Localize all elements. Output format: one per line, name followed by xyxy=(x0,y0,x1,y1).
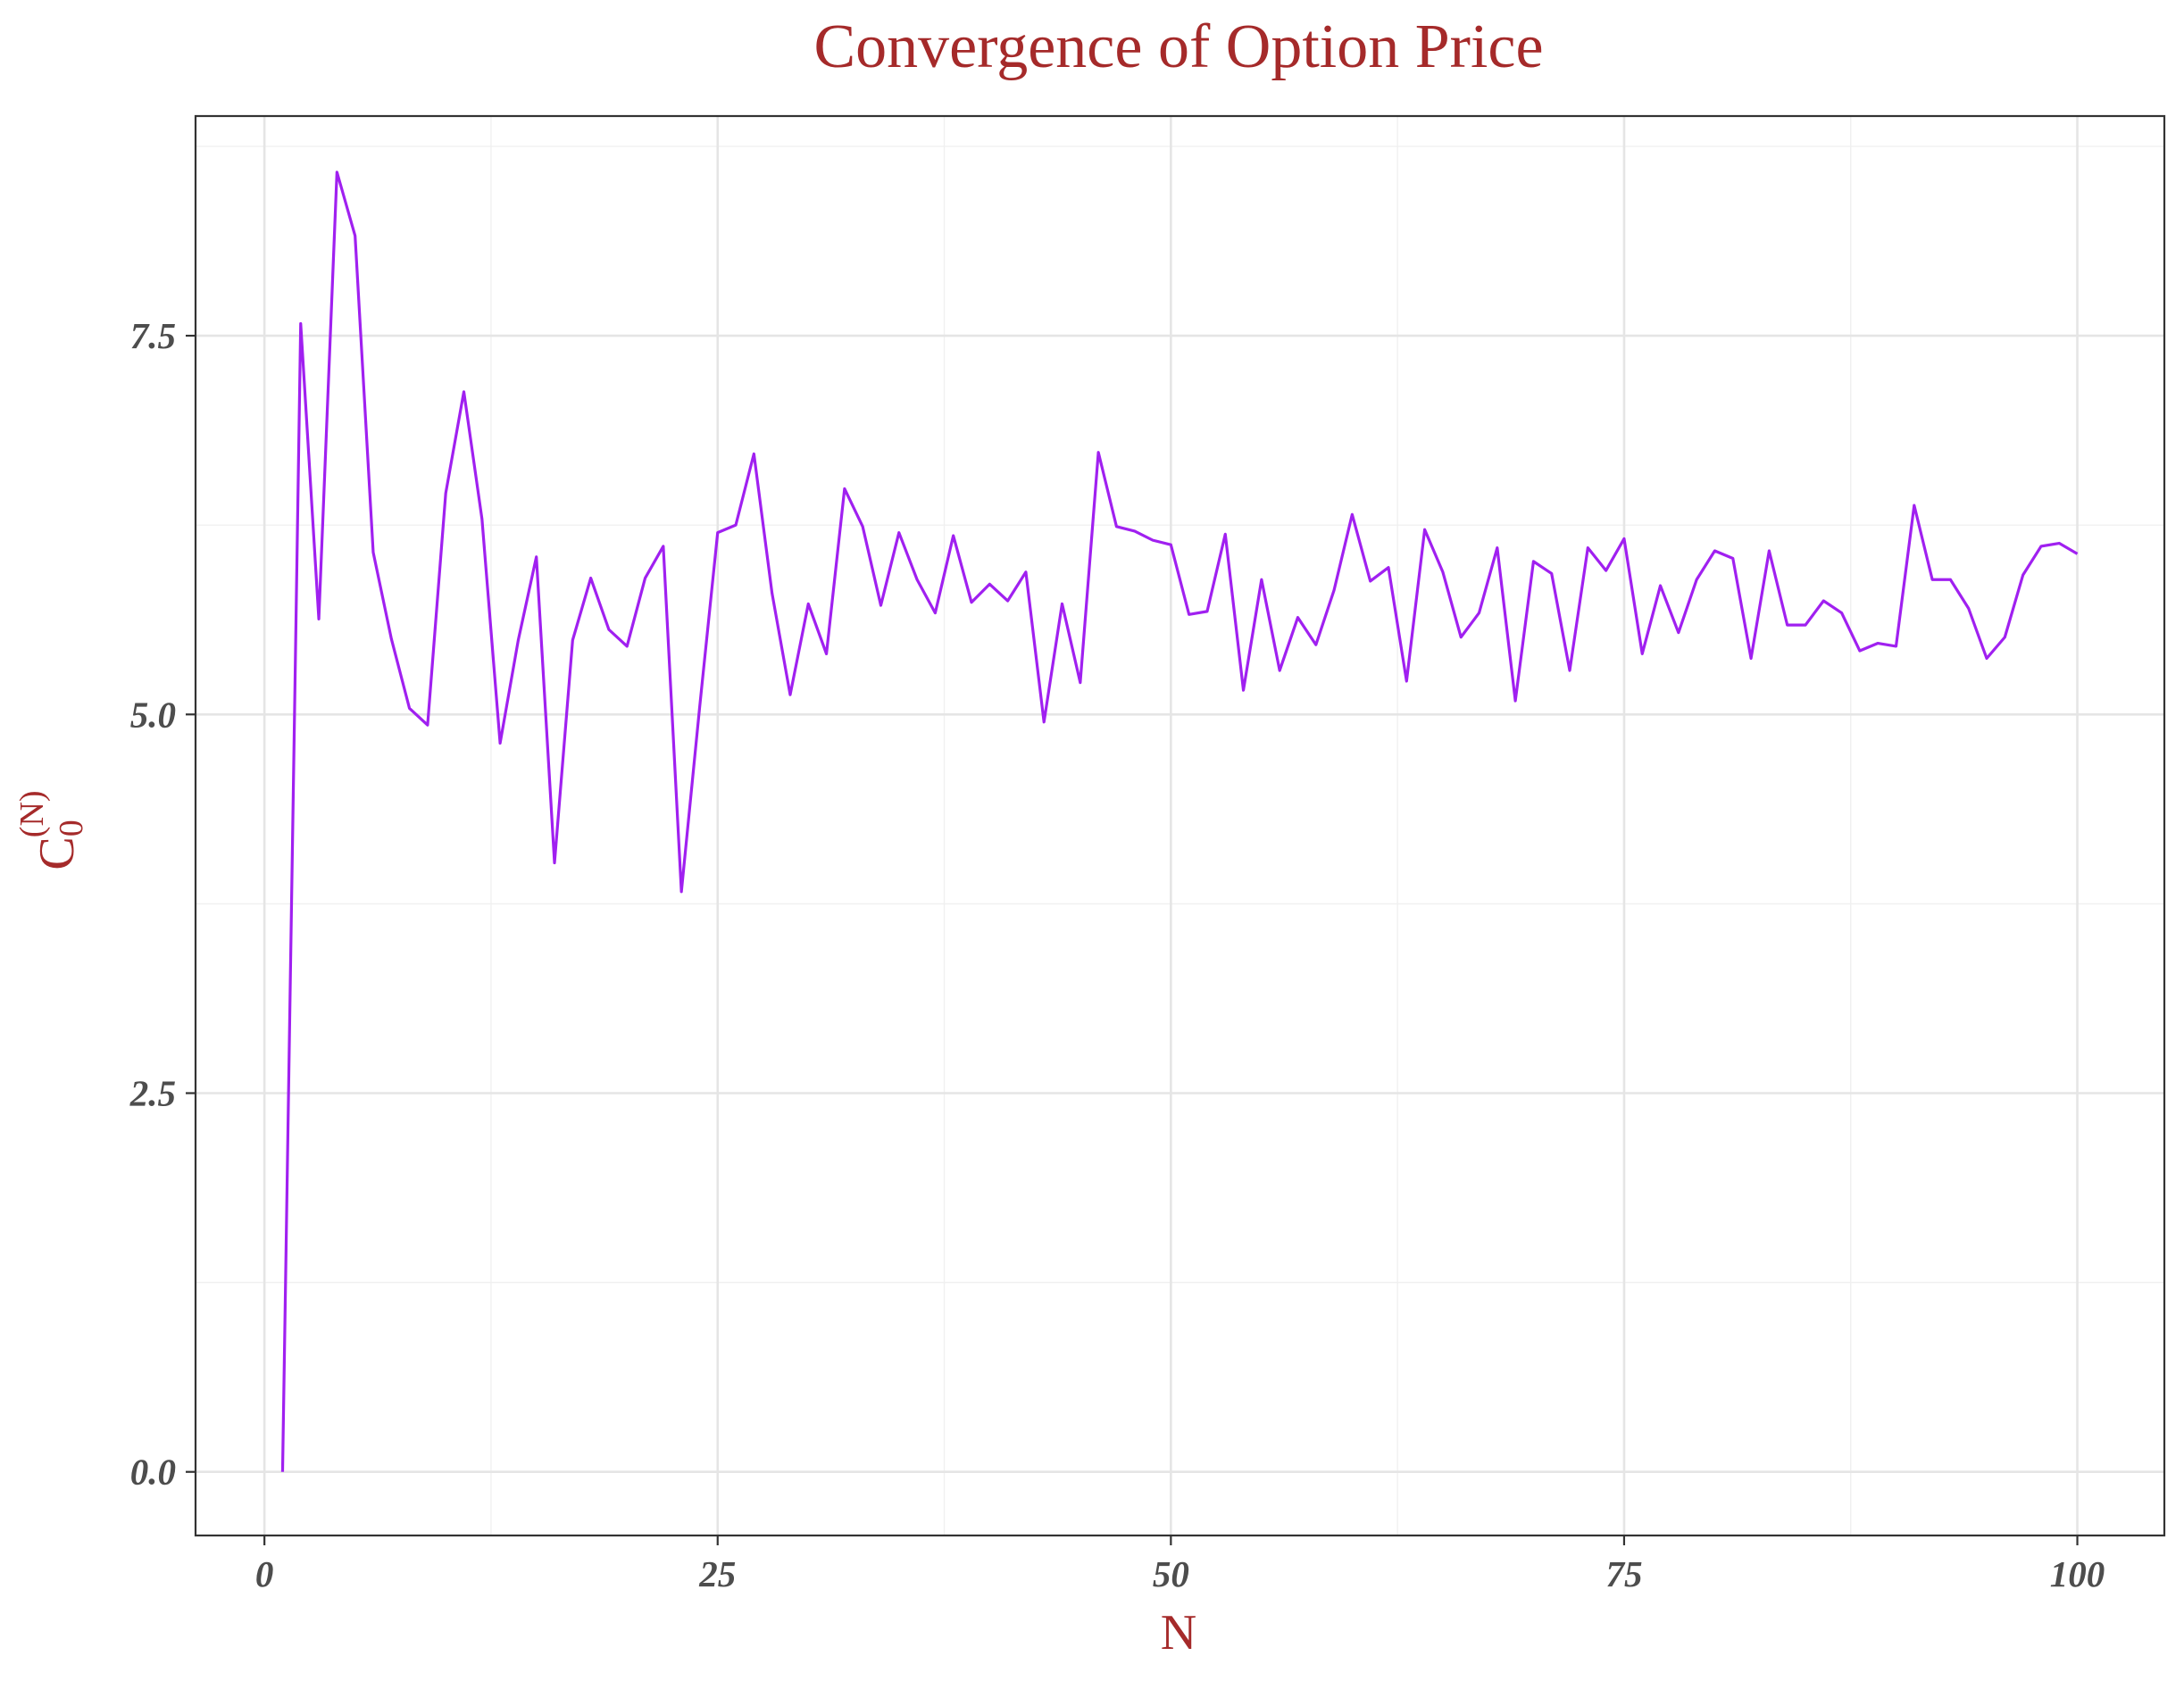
x-axis-ticks: 0 25 50 75 100 xyxy=(255,1535,2105,1594)
series-line xyxy=(280,171,2079,1472)
y-axis-title-superscript: (N) xyxy=(13,790,51,837)
y-axis-title: C0(N) xyxy=(13,790,90,870)
x-tick-label: 25 xyxy=(698,1553,736,1594)
x-tick-label: 50 xyxy=(1153,1553,1189,1594)
y-tick-label: 0.0 xyxy=(130,1452,176,1493)
y-axis-title-subscript: 0 xyxy=(53,820,90,836)
svg-text:C0(N): C0(N) xyxy=(13,790,90,870)
y-axis-ticks: 0.0 2.5 5.0 7.5 xyxy=(129,315,196,1493)
x-tick-label: 100 xyxy=(2050,1553,2105,1594)
y-tick-label: 7.5 xyxy=(130,315,176,356)
y-tick-label: 5.0 xyxy=(130,694,176,735)
x-tick-label: 75 xyxy=(1605,1553,1642,1594)
y-axis-title-base: C xyxy=(29,836,85,870)
major-gridlines xyxy=(196,116,2164,1535)
y-tick-label: 2.5 xyxy=(129,1073,176,1114)
x-axis-title: N xyxy=(1161,1605,1196,1660)
chart-title: Convergence of Option Price xyxy=(813,12,1543,81)
minor-gridlines xyxy=(196,116,2164,1535)
panel-border xyxy=(194,114,2166,1537)
x-tick-label: 0 xyxy=(255,1553,274,1594)
